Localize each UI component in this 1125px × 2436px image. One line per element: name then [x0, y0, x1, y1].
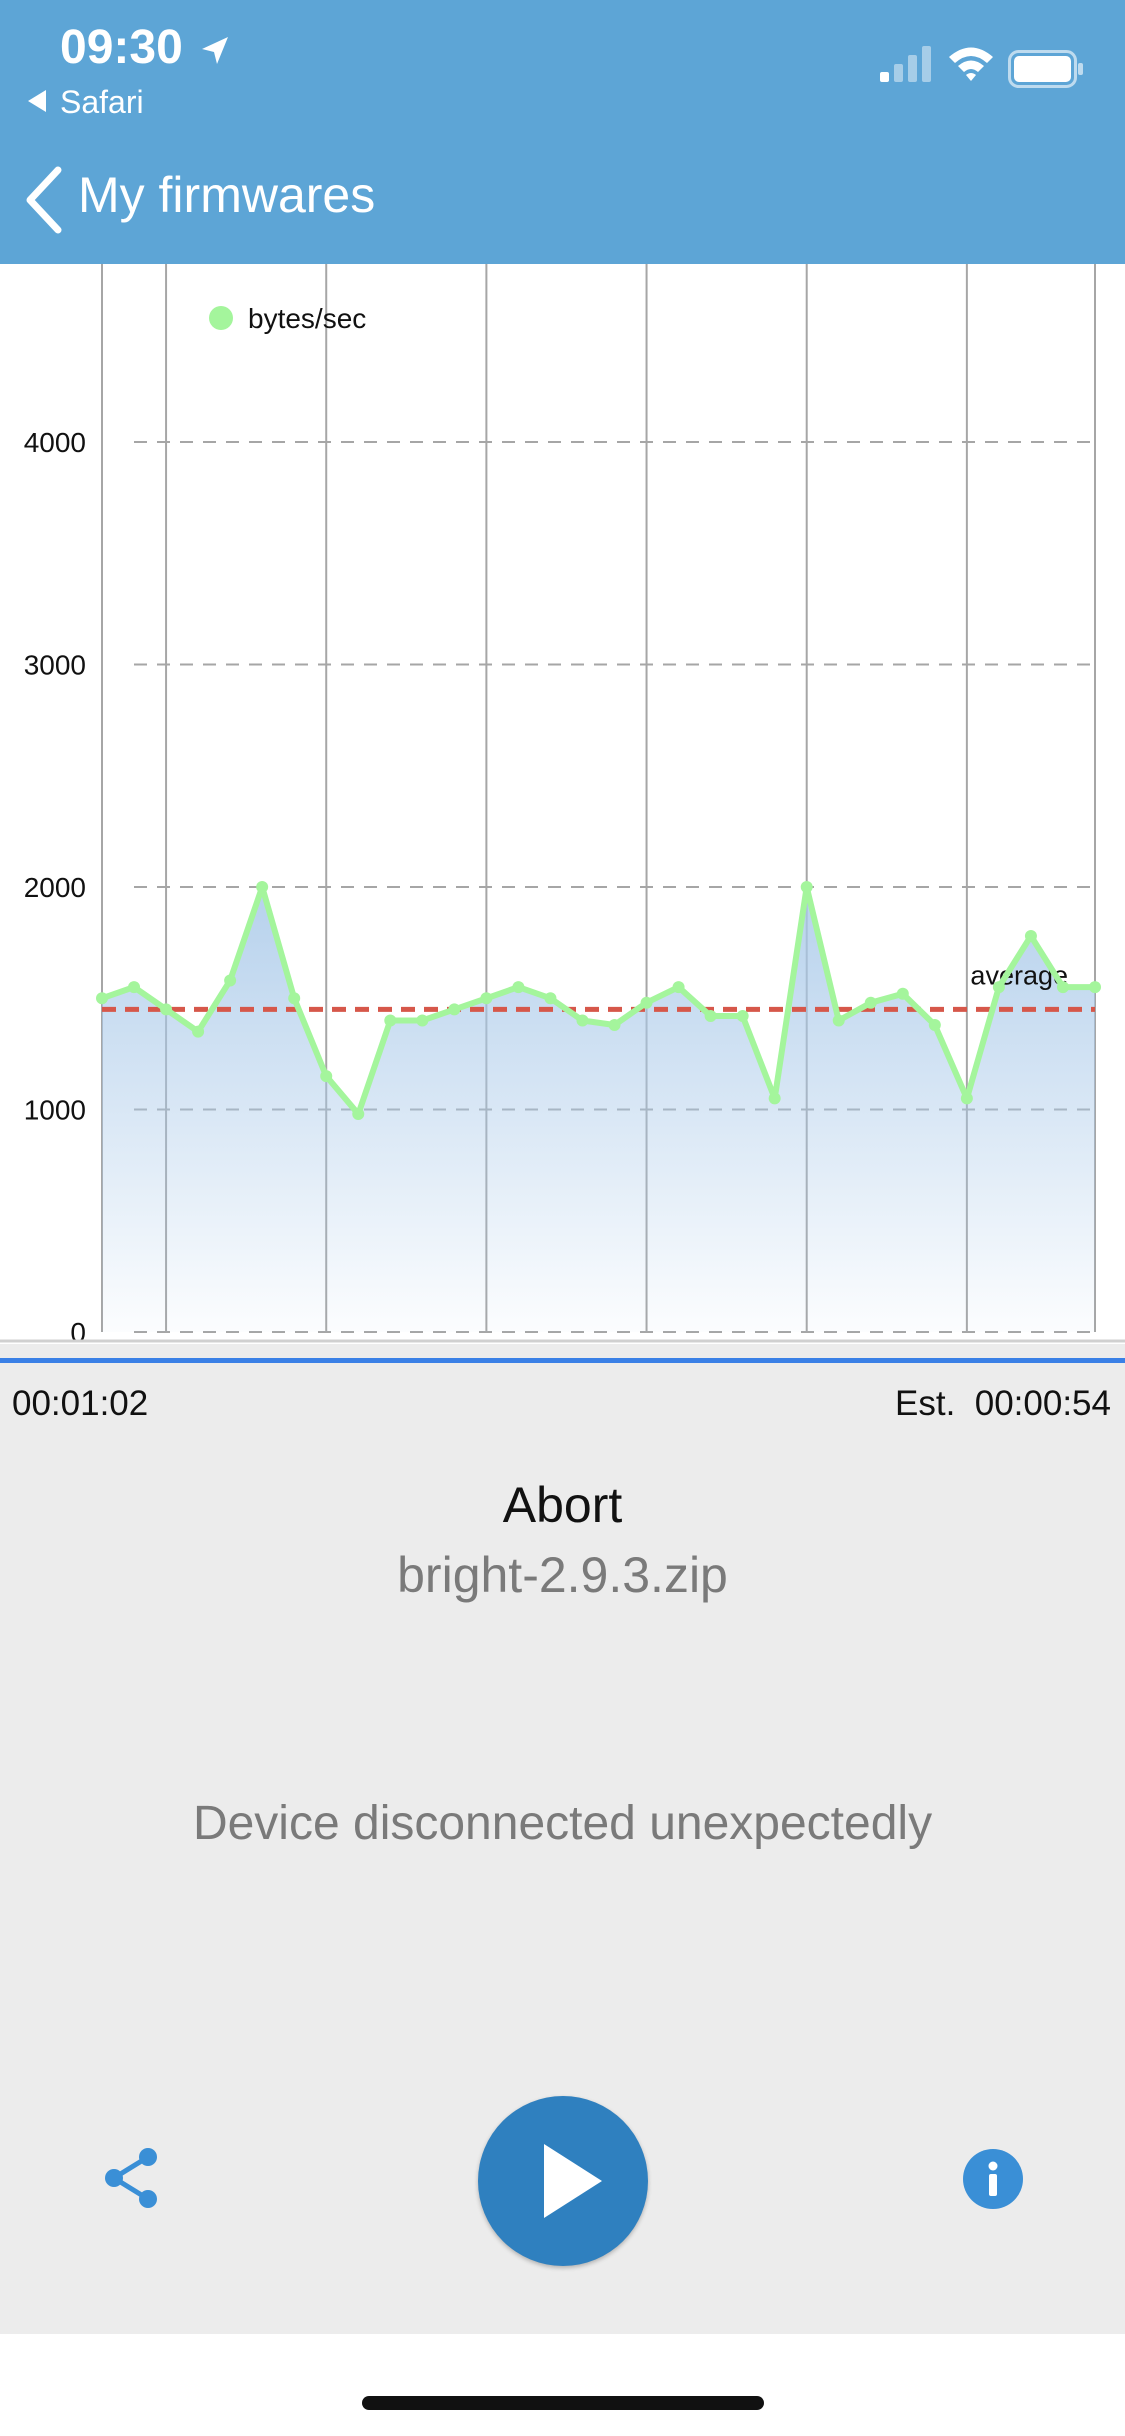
data-point [992, 981, 1005, 994]
y-tick-label: 4000 [24, 427, 86, 458]
data-point [928, 1018, 941, 1031]
wifi-icon [949, 47, 993, 81]
chart-legend: bytes/sec [209, 303, 366, 334]
home-indicator[interactable] [362, 2396, 764, 2410]
data-point [160, 1003, 173, 1016]
data-point [480, 992, 493, 1005]
data-point [672, 981, 685, 994]
transfer-progress-bar [0, 1358, 1125, 1363]
data-point [128, 981, 141, 994]
play-icon [544, 2144, 602, 2218]
status-back-to-app[interactable]: Safari [28, 84, 144, 121]
data-point [896, 987, 909, 1000]
data-point [832, 1014, 845, 1027]
y-tick-label: 2000 [24, 872, 86, 903]
data-point [640, 996, 653, 1009]
data-point [736, 1010, 749, 1023]
data-point [512, 981, 525, 994]
data-point [1089, 981, 1101, 994]
data-point [256, 881, 269, 893]
data-point [96, 992, 108, 1005]
data-point [192, 1025, 205, 1038]
data-point [224, 974, 237, 987]
play-button[interactable] [478, 2096, 648, 2266]
data-points [96, 881, 1101, 1120]
data-point [576, 1014, 589, 1027]
data-point [448, 1003, 461, 1016]
data-point [352, 1107, 365, 1120]
info-icon[interactable] [962, 2148, 1024, 2210]
status-message: Device disconnected unexpectedly [192, 1797, 933, 1850]
data-point [864, 996, 877, 1009]
battery-icon [1008, 50, 1083, 88]
est-label: Est. [895, 1384, 956, 1423]
throughput-area [102, 887, 1095, 1332]
chevron-left-icon[interactable] [20, 164, 68, 236]
data-point [608, 1018, 621, 1031]
bytes-per-sec-line [101, 884, 1095, 1117]
status-back-app-label: Safari [60, 84, 144, 120]
data-point [768, 1092, 781, 1105]
y-tick-label: 3000 [24, 650, 86, 681]
elapsed-time: 00:01:02 [12, 1384, 149, 1423]
data-point [800, 881, 813, 893]
data-point [320, 1070, 333, 1083]
status-time: 09:30 [60, 21, 183, 74]
legend-swatch [209, 306, 233, 330]
cellular-signal-icon [880, 46, 931, 82]
data-point [544, 992, 557, 1005]
estimated-time: Est. 00:00:54 [895, 1384, 1111, 1424]
data-point [960, 1092, 973, 1105]
share-icon[interactable] [100, 2146, 164, 2210]
data-point [416, 1014, 429, 1027]
transfer-panel: 00:01:02 Est. 00:00:54 Abort bright-2.9.… [0, 1344, 1125, 2334]
header: 09:30 Safari My firmwares [0, 0, 1125, 264]
y-tick-label: 0 [70, 1317, 86, 1344]
data-point [704, 1010, 717, 1023]
data-point [1024, 929, 1037, 942]
data-point [384, 1014, 397, 1027]
data-point [1056, 981, 1069, 994]
data-point [288, 992, 301, 1005]
y-tick-label: 1000 [24, 1095, 86, 1126]
abort-button[interactable]: Abort [502, 1477, 623, 1533]
y-axis-tick-labels: 0 1000 2000 3000 4000 [24, 427, 86, 1344]
est-value: 00:00:54 [974, 1384, 1111, 1423]
location-arrow-icon [202, 37, 228, 64]
back-button-my-firmwares[interactable]: My firmwares [78, 167, 376, 223]
firmware-filename: bright-2.9.3.zip [397, 1547, 728, 1603]
back-triangle-icon [28, 90, 46, 112]
legend-label: bytes/sec [248, 303, 366, 334]
